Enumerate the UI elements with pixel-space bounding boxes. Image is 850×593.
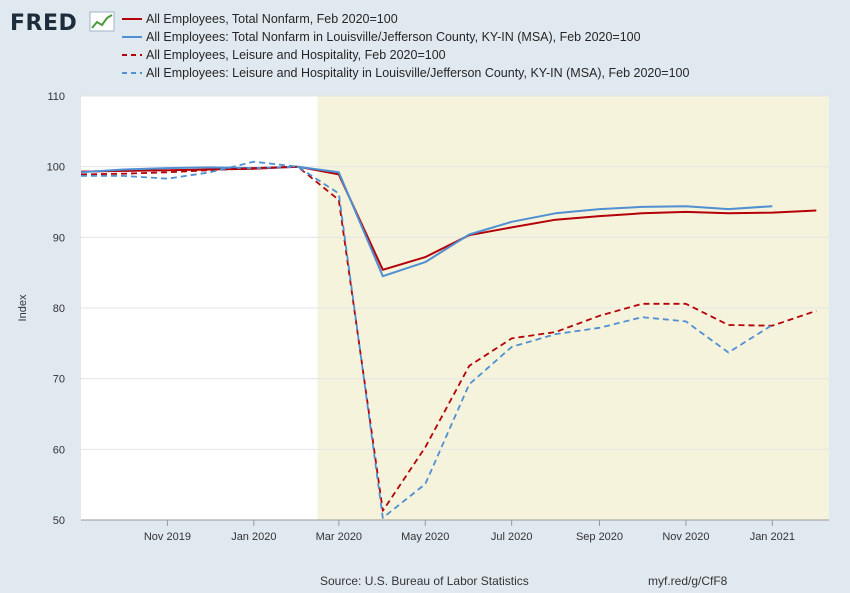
line-chart: 50 60 70 80 90 100 110 Nov 2019 Jan 2020 Mar 2020… <box>17 91 829 543</box>
legend-item-1: All Employees, Total Nonfarm, Feb 2020=1… <box>122 10 689 28</box>
short-link[interactable]: myf.red/g/CfF8 <box>648 574 728 588</box>
legend-swatch <box>122 36 142 38</box>
y-axis-title: Index <box>17 294 29 321</box>
y-tick-label: 70 <box>53 374 65 386</box>
legend-swatch <box>122 18 142 20</box>
x-tick-label: Jul 2020 <box>491 531 533 543</box>
x-tick-label: Sep 2020 <box>576 531 623 543</box>
x-tick-label: Jan 2020 <box>231 531 276 543</box>
series-line-3 <box>80 165 817 512</box>
series-line-1 <box>80 165 817 271</box>
series-line-2 <box>80 165 773 278</box>
legend-label: All Employees, Leisure and Hospitality, … <box>146 48 446 62</box>
x-tick-label: Nov 2020 <box>662 531 709 543</box>
x-tick-label: Mar 2020 <box>316 531 362 543</box>
legend-label: All Employees: Total Nonfarm in Louisvil… <box>146 30 641 44</box>
x-tick-label: Jan 2021 <box>750 531 795 543</box>
legend-label: All Employees: Leisure and Hospitality i… <box>146 66 690 80</box>
y-tick-label: 100 <box>47 162 65 174</box>
y-tick-label: 110 <box>47 91 65 103</box>
legend-item-2: All Employees: Total Nonfarm in Louisvil… <box>122 28 689 46</box>
legend-label: All Employees, Total Nonfarm, Feb 2020=1… <box>146 12 398 26</box>
legend-swatch <box>122 72 142 74</box>
y-tick-label: 80 <box>53 303 65 315</box>
y-tick-label: 90 <box>53 232 65 244</box>
logo-text: FRED <box>10 11 77 36</box>
legend-item-4: All Employees: Leisure and Hospitality i… <box>122 64 689 82</box>
legend-swatch <box>122 54 142 56</box>
y-tick-label: 50 <box>53 515 65 527</box>
fred-logo: FRED <box>10 11 115 36</box>
x-tick-label: May 2020 <box>401 531 449 543</box>
trend-chart-icon <box>89 11 115 32</box>
chart-legend: All Employees, Total Nonfarm, Feb 2020=1… <box>122 10 689 82</box>
x-tick-label: Nov 2019 <box>144 531 191 543</box>
source-note: Source: U.S. Bureau of Labor Statistics <box>320 574 529 588</box>
legend-item-3: All Employees, Leisure and Hospitality, … <box>122 46 689 64</box>
y-tick-label: 60 <box>53 444 65 456</box>
series-line-4 <box>81 160 773 519</box>
